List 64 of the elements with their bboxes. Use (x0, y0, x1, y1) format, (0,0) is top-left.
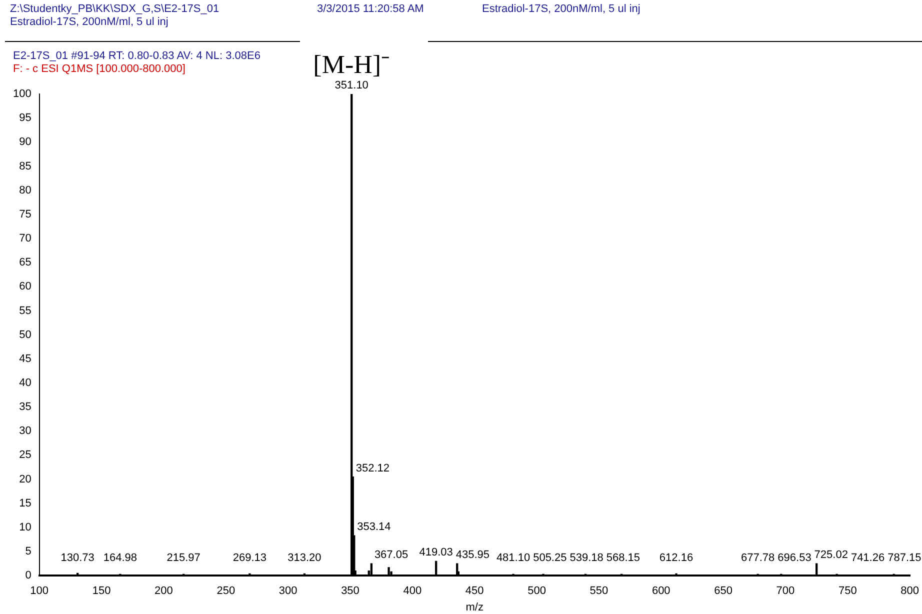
annotation: 353.14 (357, 521, 391, 534)
y-tick-label: 55 (19, 304, 32, 317)
annotation: 505.25 (533, 552, 567, 564)
x-tick-label: 600 (652, 585, 670, 598)
y-tick-label: 80 (19, 184, 32, 196)
y-tick-label: 10 (19, 521, 32, 534)
text: Estradiol-17S, 200nM/ml, 5 ul inj (482, 3, 640, 15)
text: Estradiol-17S, 200nM/ml, 5 ul inj (10, 16, 168, 28)
annotation: 130.73 (60, 552, 94, 564)
text: E2-17S_01 #91-94 RT: 0.80-0.83 AV: 4 NL: 3.08E6 (13, 50, 260, 62)
annotation: 269.13 (232, 552, 267, 564)
y-tick-label: 15 (19, 497, 32, 510)
x-tick-label: 400 (403, 585, 422, 598)
annotation: 435.95 (456, 549, 490, 562)
annotation: 787.15 (888, 552, 922, 564)
y-tick-label: 50 (19, 328, 32, 341)
annotation: 696.53 (778, 552, 812, 564)
y-tick-label: 65 (19, 256, 32, 269)
y-tick-label: 20 (19, 473, 32, 486)
text: 3/3/2015 11:20:58 AM (317, 3, 424, 15)
x-tick-label: 800 (900, 585, 920, 598)
y-tick-label: 40 (19, 376, 32, 389)
annotation: 419.03 (419, 546, 453, 559)
annotation: 539.18 (570, 552, 604, 564)
y-tick-label: 45 (19, 352, 32, 365)
x-tick-label: 700 (776, 585, 795, 598)
y-tick-label: 70 (19, 232, 32, 245)
annotation: 352.12 (356, 462, 390, 474)
y-tick-label: 75 (19, 208, 32, 220)
x-tick-label: 250 (216, 585, 236, 598)
y-tick-label: 25 (19, 449, 32, 462)
y-tick-label: 5 (25, 546, 32, 558)
annotation: 568.15 (606, 552, 640, 564)
annotation: 351.10 (334, 80, 368, 92)
x-tick-label: 450 (465, 585, 484, 598)
y-tick-label: 60 (19, 280, 32, 293)
annotation: 164.98 (103, 552, 137, 564)
x-tick-label: 200 (154, 585, 173, 598)
annotation: 612.16 (659, 552, 694, 564)
x-tick-label: 750 (838, 585, 857, 598)
y-tick-label: 90 (19, 136, 32, 148)
x-tick-label: 500 (528, 585, 546, 598)
annotation: 677.78 (741, 552, 775, 564)
annotation: 741.26 (850, 552, 885, 564)
x-axis-title: m/z (466, 601, 484, 614)
annotation: 725.02 (814, 549, 848, 562)
text: Z:\Studentky_PB\KK\SDX_G,S\E2-17S_01 (10, 3, 220, 15)
annotation: 367.05 (374, 549, 408, 562)
x-tick-label: 650 (714, 585, 732, 598)
x-tick-label: 350 (341, 585, 360, 598)
annotation: 215.97 (166, 552, 200, 564)
y-tick-label: 95 (19, 112, 32, 124)
text: F: - c ESI Q1MS [100.000-800.000] (13, 63, 186, 75)
annotation: [M-H]⁻ (313, 50, 390, 79)
y-tick-label: 30 (19, 425, 32, 438)
x-tick-label: 550 (590, 585, 608, 598)
y-tick-label: 85 (19, 160, 32, 172)
x-tick-label: 150 (92, 585, 111, 598)
annotation: 313.20 (288, 552, 322, 564)
y-tick-label: 0 (25, 570, 32, 582)
annotation: 481.10 (496, 552, 530, 564)
y-tick-label: 35 (19, 401, 32, 414)
x-tick-label: 300 (278, 585, 298, 598)
y-tick-label: 100 (12, 88, 32, 100)
